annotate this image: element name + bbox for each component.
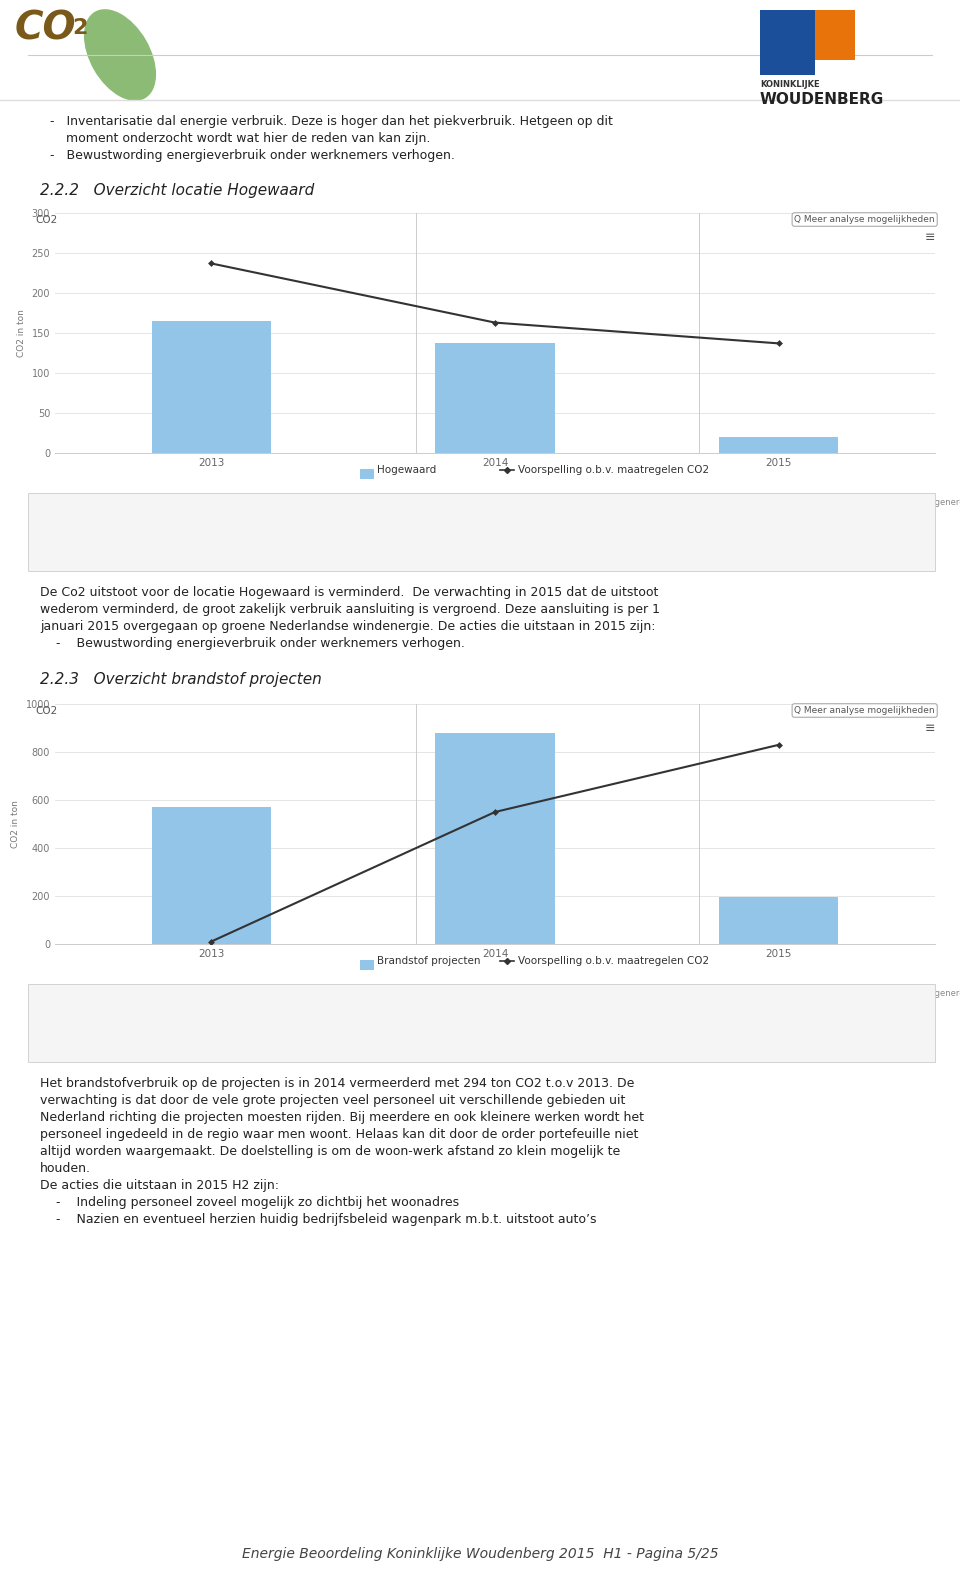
Text: 194,06: 194,06: [634, 1031, 667, 1042]
Text: altijd worden waargemaakt. De doelstelling is om de woon-werk afstand zo klein m: altijd worden waargemaakt. De doelstelli…: [40, 1146, 620, 1158]
Bar: [360, 469, 374, 478]
Text: -    Bewustwording energieverbruik onder werknemers verhogen.: - Bewustwording energieverbruik onder we…: [40, 637, 465, 650]
Text: ⟳ Vernieuw grafiek: ⟳ Vernieuw grafiek: [840, 497, 927, 507]
Text: 1643,46: 1643,46: [848, 1031, 892, 1042]
Text: 165,11: 165,11: [213, 540, 247, 551]
Text: Voorspelling o.b.v. maatregelen CO2: Voorspelling o.b.v. maatregelen CO2: [518, 466, 709, 475]
Text: [Wed, 01 Jan 2014, Wed, 31 Dec 2014]: [Wed, 01 Jan 2014, Wed, 31 Dec 2014]: [351, 1011, 518, 1019]
Text: Totaal: Totaal: [857, 520, 882, 528]
Text: minder dan een minuut geleden gegenereerd: minder dan een minuut geleden gegenereer…: [785, 988, 960, 998]
Bar: [360, 960, 374, 969]
Bar: [152, 321, 271, 453]
Text: wederom verminderd, de groot zakelijk verbruik aansluiting is vergroend. Deze aa: wederom verminderd, de groot zakelijk ve…: [40, 602, 660, 617]
Bar: [719, 898, 838, 944]
Text: januari 2015 overgegaan op groene Nederlandse windenergie. De acties die uitstaa: januari 2015 overgegaan op groene Nederl…: [40, 620, 656, 632]
Text: -    Indeling personeel zoveel mogelijk zo dichtbij het woonadres: - Indeling personeel zoveel mogelijk zo …: [40, 1197, 459, 1209]
Bar: [28, 493, 935, 570]
Text: [Thu, 01 Jan 2015, Thu, 31 Dec 2015]: [Thu, 01 Jan 2015, Thu, 31 Dec 2015]: [569, 1011, 732, 1019]
Text: Q Meer analyse mogelijkheden: Q Meer analyse mogelijkheden: [794, 706, 935, 715]
Bar: [719, 437, 838, 453]
Text: verwachting is dat door de vele grote projecten veel personeel uit verschillende: verwachting is dat door de vele grote pr…: [40, 1093, 625, 1108]
Text: Voorspelling o.b.v. maatregelen CO2: Voorspelling o.b.v. maatregelen CO2: [518, 957, 709, 966]
Y-axis label: CO2 in ton: CO2 in ton: [12, 801, 20, 849]
Bar: [436, 343, 555, 453]
Text: 568,85: 568,85: [213, 1031, 247, 1042]
Text: -   Bewustwording energieverbruik onder werknemers verhogen.: - Bewustwording energieverbruik onder we…: [50, 149, 455, 162]
Text: De acties die uitstaan in 2015 H2 zijn:: De acties die uitstaan in 2015 H2 zijn:: [40, 1179, 279, 1192]
Text: 2.2.3   Overzicht brandstof projecten: 2.2.3 Overzicht brandstof projecten: [40, 672, 322, 686]
Text: CO2: CO2: [35, 215, 58, 226]
Text: personeel ingedeeld in de regio waar men woont. Helaas kan dit door de order por: personeel ingedeeld in de regio waar men…: [40, 1128, 638, 1141]
Text: Nederland richting die projecten moesten rijden. Bij meerdere en ook kleinere we: Nederland richting die projecten moesten…: [40, 1111, 644, 1123]
Text: ⟳ Vernieuw grafiek: ⟳ Vernieuw grafiek: [840, 988, 927, 998]
Text: Q Meer analyse mogelijkheden: Q Meer analyse mogelijkheden: [794, 215, 935, 224]
Text: 2.2.2   Overzicht locatie Hogewaard: 2.2.2 Overzicht locatie Hogewaard: [40, 183, 314, 199]
Text: Het brandstofverbruik op de projecten is in 2014 vermeerderd met 294 ton CO2 t.o: Het brandstofverbruik op de projecten is…: [40, 1077, 635, 1090]
Text: houden.: houden.: [40, 1162, 91, 1174]
Text: De Co2 uitstoot voor de locatie Hogewaard is verminderd.  De verwachting in 2015: De Co2 uitstoot voor de locatie Hogewaar…: [40, 586, 659, 599]
Ellipse shape: [84, 10, 156, 100]
Text: Energie Beoordeling Koninklijke Woudenberg 2015  H1 - Pagina 5/25: Energie Beoordeling Koninklijke Woudenbe…: [242, 1548, 718, 1560]
Text: -    Nazien en eventueel herzien huidig bedrijfsbeleid wagenpark m.b.t. uitstoot: - Nazien en eventueel herzien huidig bed…: [40, 1212, 596, 1227]
Y-axis label: CO2 in ton: CO2 in ton: [17, 310, 26, 358]
Text: [Tue, 01 Jan 2013, Tue, 31 Dec 2013]: [Tue, 01 Jan 2013, Tue, 31 Dec 2013]: [150, 520, 310, 528]
Bar: [152, 807, 271, 944]
Text: ▲ Verberg tabel: ▲ Verberg tabel: [36, 988, 108, 998]
Text: Brandstof projecten: Brandstof projecten: [36, 1031, 146, 1042]
Text: ≡: ≡: [924, 721, 935, 736]
Text: Totaal: Totaal: [857, 1011, 882, 1019]
Text: [Wed, 01 Jan 2014, Wed, 31 Dec 2014]: [Wed, 01 Jan 2014, Wed, 31 Dec 2014]: [351, 520, 518, 528]
Text: minder dan een minuut geleden gegenereerd: minder dan een minuut geleden gegenereer…: [785, 497, 960, 507]
Text: Brandstof projecten: Brandstof projecten: [377, 957, 481, 966]
Bar: [760, 10, 815, 75]
Text: ▲ Verberg tabel: ▲ Verberg tabel: [36, 497, 108, 507]
Text: CO2: CO2: [35, 706, 58, 717]
Text: 880,55: 880,55: [418, 1031, 452, 1042]
Text: -   Inventarisatie dal energie verbruik. Deze is hoger dan het piekverbruik. Het: - Inventarisatie dal energie verbruik. D…: [50, 114, 612, 129]
Text: [Tue, 01 Jan 2013, Tue, 31 Dec 2013]: [Tue, 01 Jan 2013, Tue, 31 Dec 2013]: [150, 1011, 310, 1019]
Text: 2: 2: [72, 17, 87, 38]
Text: [Thu, 01 Jan 2015, Thu, 31 Dec 2015]: [Thu, 01 Jan 2015, Thu, 31 Dec 2015]: [569, 520, 732, 528]
Text: moment onderzocht wordt wat hier de reden van kan zijn.: moment onderzocht wordt wat hier de rede…: [50, 132, 430, 145]
Text: Hogewaard: Hogewaard: [36, 540, 91, 551]
Bar: [28, 984, 935, 1061]
Text: 19,85: 19,85: [636, 540, 664, 551]
Text: KONINKLIJKE: KONINKLIJKE: [760, 79, 820, 89]
Text: ≡: ≡: [924, 230, 935, 245]
Text: 322,45: 322,45: [852, 540, 889, 551]
Text: 137,49: 137,49: [418, 540, 452, 551]
Text: WOUDENBERG: WOUDENBERG: [760, 92, 884, 106]
Bar: [815, 10, 855, 60]
Bar: [436, 733, 555, 944]
Text: Hogewaard: Hogewaard: [377, 466, 436, 475]
Text: CO: CO: [15, 10, 77, 48]
